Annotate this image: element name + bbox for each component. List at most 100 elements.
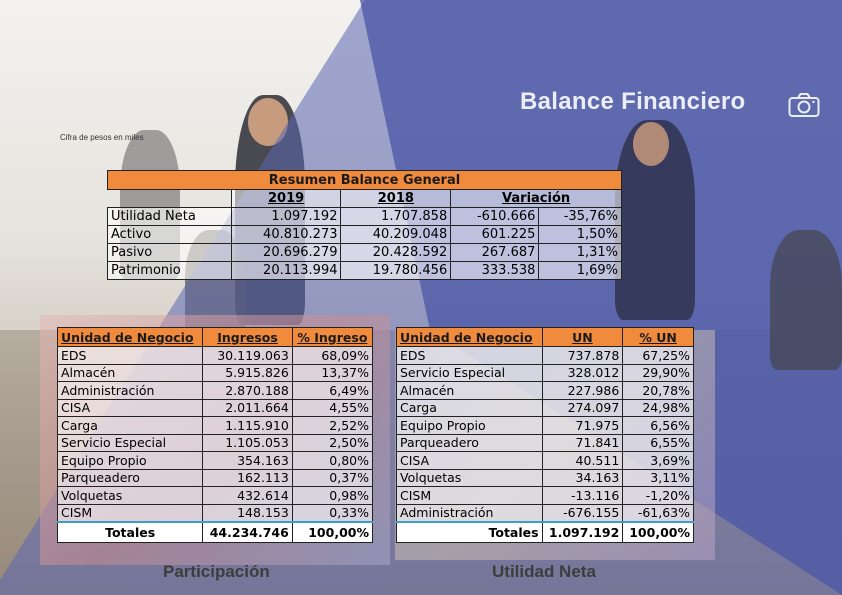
pct-cell: 0,33% xyxy=(291,503,374,523)
unit-cell: Administración xyxy=(56,381,204,400)
totals-un: 1.097.192 xyxy=(541,521,624,543)
table-row: Servicio Especial 1.105.053 2,50% xyxy=(56,433,374,452)
pct-cell: 3,11% xyxy=(622,468,694,487)
row-label: Patrimonio xyxy=(107,261,232,280)
value-cell: 5.915.826 xyxy=(202,363,293,382)
value-cell: 34.163 xyxy=(541,468,624,487)
unit-cell: Almacén xyxy=(396,381,543,400)
row-label: Utilidad Neta xyxy=(107,207,232,226)
variation-header: Variación xyxy=(450,189,622,208)
unit-cell: Equipo Propio xyxy=(396,416,543,435)
pct-cell: 20,78% xyxy=(622,381,694,400)
empty-cell xyxy=(107,189,232,208)
unit-cell: Parqueadero xyxy=(396,433,543,452)
col-header-unit: Unidad de Negocio xyxy=(396,327,543,347)
table-row: CISA 2.011.664 4,55% xyxy=(56,398,374,417)
table-row: Volquetas 432.614 0,98% xyxy=(56,486,374,505)
col-header-unit: Unidad de Negocio xyxy=(56,327,204,347)
value-cell: 274.097 xyxy=(541,398,624,417)
value-cell: 40.511 xyxy=(541,451,624,470)
table-row: Activo 40.810.273 40.209.048 601.225 1,5… xyxy=(107,225,622,244)
table-row: Carga 274.097 24,98% xyxy=(396,398,694,417)
value-2019: 20.696.279 xyxy=(230,243,342,262)
pct-cell: 13,37% xyxy=(291,363,374,382)
table-row: Servicio Especial 328.012 29,90% xyxy=(396,363,694,382)
table-row: Volquetas 34.163 3,11% xyxy=(396,468,694,487)
table-row: CISM -13.116 -1,20% xyxy=(396,486,694,505)
unit-cell: EDS xyxy=(56,346,204,365)
value-2019: 20.113.994 xyxy=(230,261,342,280)
unit-cell: Servicio Especial xyxy=(56,433,204,452)
value-2018: 20.428.592 xyxy=(340,243,452,262)
currency-note: Cifra de pesos en miles xyxy=(60,133,144,142)
value-2019: 1.097.192 xyxy=(230,207,342,226)
pct-cell: 2,52% xyxy=(291,416,374,435)
variation-value: 333.538 xyxy=(450,261,540,280)
unit-cell: CISM xyxy=(56,503,204,523)
pct-cell: 24,98% xyxy=(622,398,694,417)
value-cell: 2.870.188 xyxy=(202,381,293,400)
value-2018: 40.209.048 xyxy=(340,225,452,244)
pct-cell: 6,55% xyxy=(622,433,694,452)
row-label: Pasivo xyxy=(107,243,232,262)
unit-cell: Parqueadero xyxy=(56,468,204,487)
value-cell: 354.163 xyxy=(202,451,293,470)
table-row: Parqueadero 71.841 6,55% xyxy=(396,433,694,452)
table-row: Pasivo 20.696.279 20.428.592 267.687 1,3… xyxy=(107,243,622,262)
value-cell: 2.011.664 xyxy=(202,398,293,417)
table-row: Equipo Propio 71.975 6,56% xyxy=(396,416,694,435)
table-row: Almacén 227.986 20,78% xyxy=(396,381,694,400)
value-cell: 432.614 xyxy=(202,486,293,505)
pct-cell: -1,20% xyxy=(622,486,694,505)
table-row: Equipo Propio 354.163 0,80% xyxy=(56,451,374,470)
pct-cell: 29,90% xyxy=(622,363,694,382)
value-cell: 71.841 xyxy=(541,433,624,452)
unit-cell: Administración xyxy=(396,503,543,523)
balance-summary-table: Resumen Balance General 2019 2018 Variac… xyxy=(107,170,622,280)
unit-cell: EDS xyxy=(396,346,543,365)
col-header-un-pct: % UN xyxy=(622,327,694,347)
unit-cell: CISM xyxy=(396,486,543,505)
value-cell: 1.105.053 xyxy=(202,433,293,452)
unit-cell: Volquetas xyxy=(56,486,204,505)
table-row: Parqueadero 162.113 0,37% xyxy=(56,468,374,487)
value-cell: 71.975 xyxy=(541,416,624,435)
totals-income: 44.234.746 xyxy=(202,521,293,543)
row-label: Activo xyxy=(107,225,232,244)
table-row: Administración 2.870.188 6,49% xyxy=(56,381,374,400)
col-header-income: Ingresos xyxy=(202,327,293,347)
table-row: CISA 40.511 3,69% xyxy=(396,451,694,470)
value-cell: 162.113 xyxy=(202,468,293,487)
variation-value: 601.225 xyxy=(450,225,540,244)
totals-pct: 100,00% xyxy=(291,521,374,543)
unit-cell: Volquetas xyxy=(396,468,543,487)
value-cell: -13.116 xyxy=(541,486,624,505)
table-row: Patrimonio 20.113.994 19.780.456 333.538… xyxy=(107,261,622,280)
col-header-un: UN xyxy=(541,327,624,347)
pct-cell: -61,63% xyxy=(622,503,694,523)
variation-pct: 1,31% xyxy=(538,243,622,262)
pct-cell: 4,55% xyxy=(291,398,374,417)
unit-cell: Carga xyxy=(396,398,543,417)
unit-cell: Servicio Especial xyxy=(396,363,543,382)
pct-cell: 0,80% xyxy=(291,451,374,470)
value-cell: 227.986 xyxy=(541,381,624,400)
unit-cell: Equipo Propio xyxy=(56,451,204,470)
value-cell: 737.878 xyxy=(541,346,624,365)
variation-value: 267.687 xyxy=(450,243,540,262)
pct-cell: 68,09% xyxy=(291,346,374,365)
year-2019: 2019 xyxy=(230,189,342,208)
table-row: Administración -676.155 -61,63% xyxy=(396,503,694,523)
unit-cell: Almacén xyxy=(56,363,204,382)
value-cell: 30.119.063 xyxy=(202,346,293,365)
value-2018: 19.780.456 xyxy=(340,261,452,280)
year-2018: 2018 xyxy=(340,189,452,208)
totals-pct: 100,00% xyxy=(622,521,694,543)
totals-row: Totales 44.234.746 100,00% xyxy=(56,521,374,543)
table-row: Almacén 5.915.826 13,37% xyxy=(56,363,374,382)
variation-pct: 1,69% xyxy=(538,261,622,280)
pct-cell: 6,56% xyxy=(622,416,694,435)
variation-pct: -35,76% xyxy=(538,207,622,226)
value-cell: -676.155 xyxy=(541,503,624,523)
variation-value: -610.666 xyxy=(450,207,540,226)
